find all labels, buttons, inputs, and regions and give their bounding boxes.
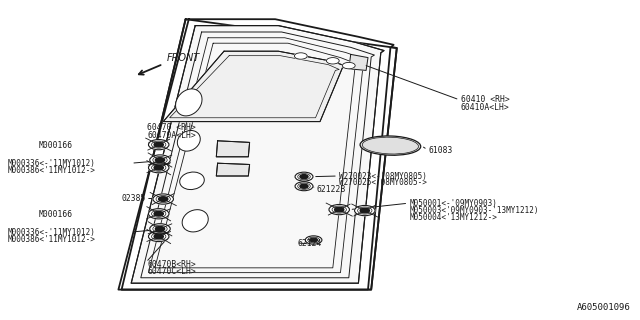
Circle shape: [154, 234, 163, 239]
Text: W270025<'08MY0805->: W270025<'08MY0805->: [339, 178, 427, 187]
Circle shape: [154, 142, 163, 147]
Text: 60410 <RH>: 60410 <RH>: [461, 95, 509, 104]
Ellipse shape: [177, 131, 200, 151]
Ellipse shape: [175, 89, 202, 116]
Circle shape: [153, 194, 173, 204]
Circle shape: [305, 236, 322, 244]
Circle shape: [360, 208, 369, 213]
Text: 60470B<RH>: 60470B<RH>: [147, 260, 196, 269]
Text: M000336<-'11MY1012): M000336<-'11MY1012): [8, 159, 95, 168]
Text: M000166: M000166: [38, 210, 72, 219]
Circle shape: [326, 58, 339, 64]
Polygon shape: [216, 163, 250, 176]
Text: M050003<'09MY0903-'13MY1212): M050003<'09MY0903-'13MY1212): [410, 206, 539, 215]
Polygon shape: [163, 51, 347, 122]
Circle shape: [300, 184, 308, 188]
Text: M050004<'13MY1212->: M050004<'13MY1212->: [410, 213, 497, 222]
Circle shape: [148, 209, 169, 219]
Text: W270023<-'08MY0805): W270023<-'08MY0805): [339, 172, 427, 180]
Text: 60470C<LH>: 60470C<LH>: [147, 268, 196, 276]
Text: 62124: 62124: [298, 239, 322, 248]
Text: 60470A<LH>: 60470A<LH>: [147, 131, 196, 140]
Text: FRONT: FRONT: [166, 53, 200, 63]
Circle shape: [150, 155, 170, 165]
Circle shape: [156, 158, 164, 162]
Circle shape: [310, 238, 317, 242]
Text: 02385: 02385: [122, 194, 146, 203]
Circle shape: [355, 205, 375, 216]
Circle shape: [300, 175, 308, 179]
Polygon shape: [122, 19, 397, 290]
Circle shape: [159, 197, 168, 201]
Circle shape: [154, 212, 163, 216]
Text: 60470 <RH>: 60470 <RH>: [147, 124, 196, 132]
Circle shape: [295, 172, 313, 181]
Polygon shape: [349, 54, 368, 70]
Circle shape: [148, 231, 169, 242]
Circle shape: [335, 207, 344, 212]
Circle shape: [148, 163, 169, 173]
Ellipse shape: [360, 136, 420, 155]
Text: 61083: 61083: [429, 146, 453, 155]
Text: M000336<-'11MY1012): M000336<-'11MY1012): [8, 228, 95, 237]
Circle shape: [148, 140, 169, 150]
Text: 60410A<LH>: 60410A<LH>: [461, 103, 509, 112]
Circle shape: [329, 204, 349, 215]
Text: 62122B: 62122B: [317, 185, 346, 194]
Circle shape: [156, 227, 164, 231]
Text: M000166: M000166: [38, 141, 72, 150]
Polygon shape: [118, 19, 394, 290]
Polygon shape: [216, 141, 250, 157]
Circle shape: [342, 62, 355, 69]
Circle shape: [154, 165, 163, 170]
Circle shape: [294, 53, 307, 59]
Ellipse shape: [180, 172, 204, 189]
Text: M000386<'11MY1012->: M000386<'11MY1012->: [8, 166, 95, 175]
Circle shape: [295, 182, 313, 191]
Circle shape: [150, 224, 170, 234]
Ellipse shape: [182, 210, 208, 232]
Text: M050001<-'09MY0903): M050001<-'09MY0903): [410, 199, 497, 208]
Text: M000386<'11MY1012->: M000386<'11MY1012->: [8, 235, 95, 244]
Text: A605001096: A605001096: [577, 303, 630, 312]
Polygon shape: [131, 26, 384, 283]
